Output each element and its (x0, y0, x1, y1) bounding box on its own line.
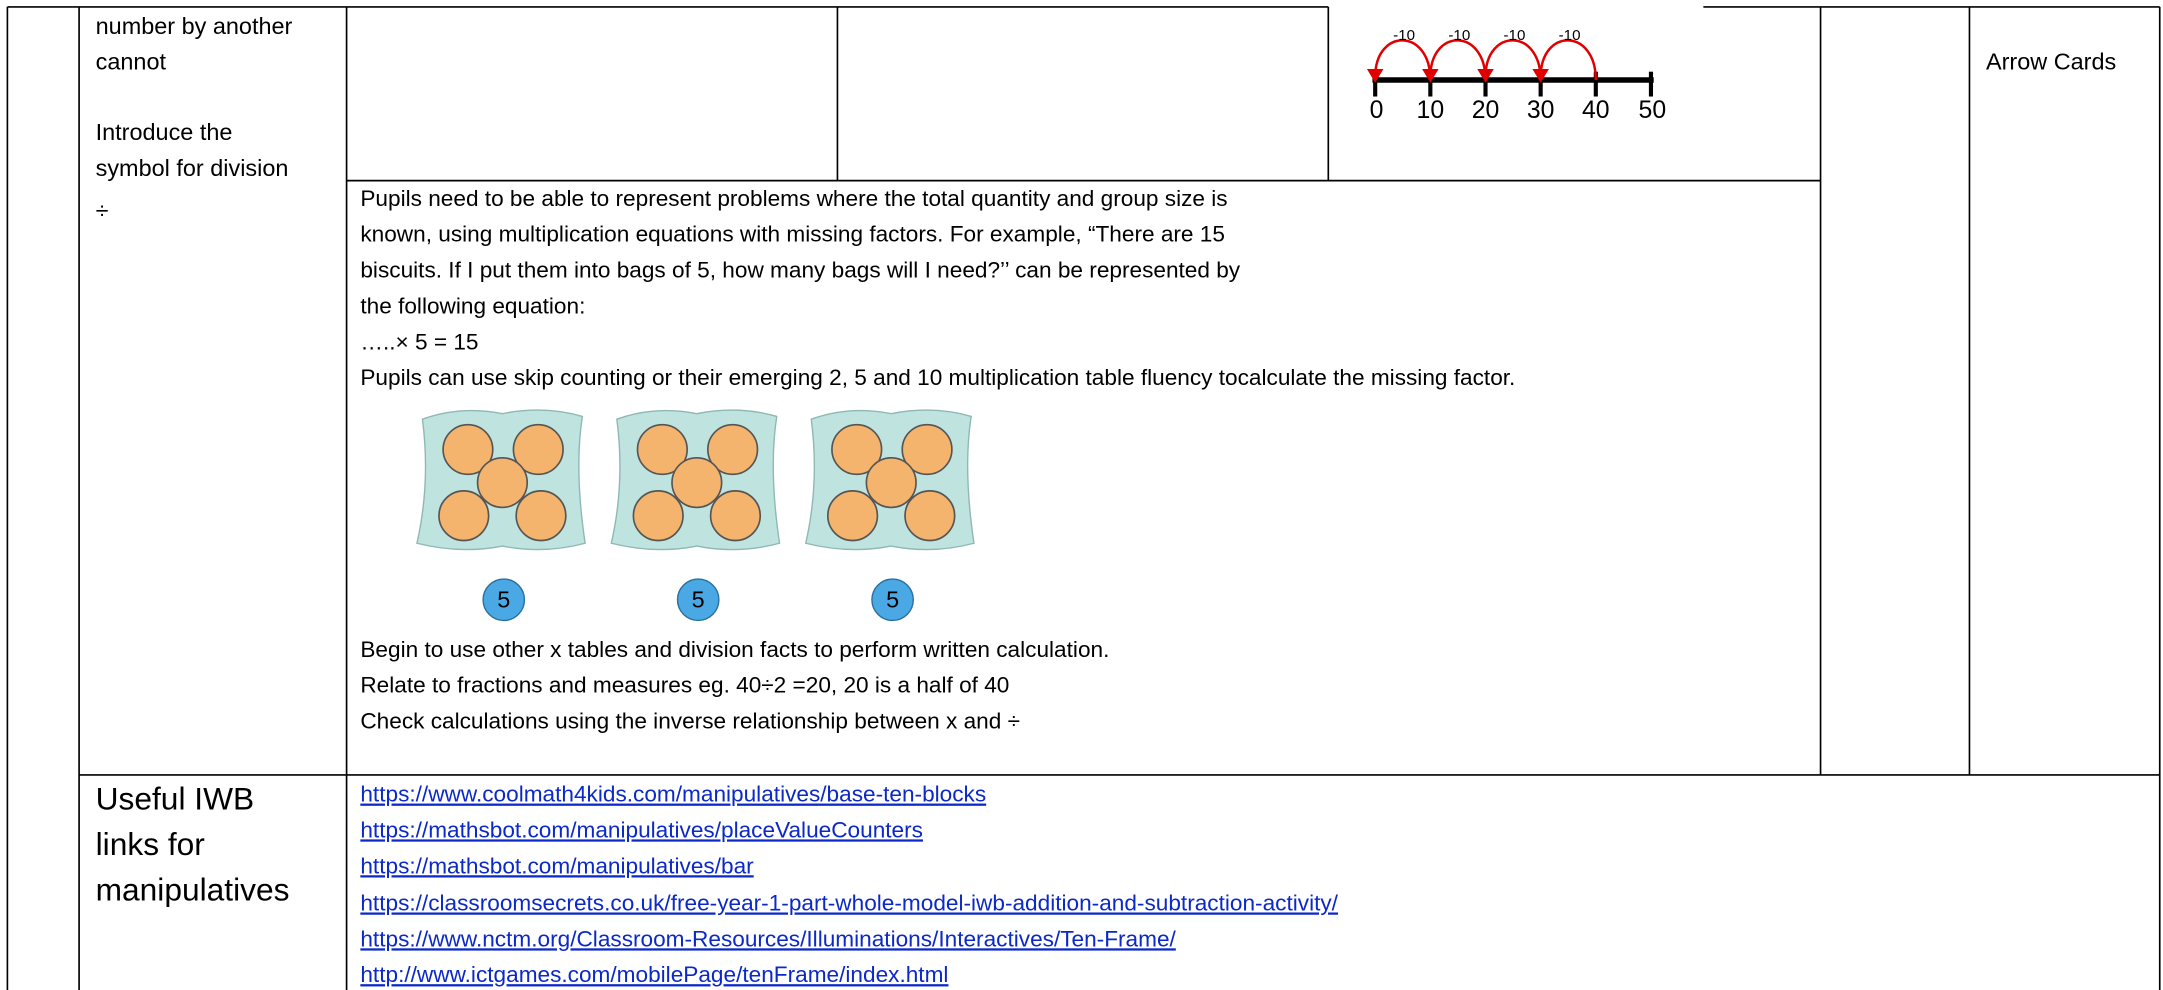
text-line: the following equation: (360, 293, 585, 318)
link[interactable]: https://www.coolmath4kids.com/manipulati… (360, 782, 986, 807)
link[interactable]: http://www.ictgames.com/mobilePage/tenFr… (360, 962, 948, 987)
tick-label: 10 (1417, 97, 1445, 124)
link[interactable]: https://mathsbot.com/manipulatives/place… (360, 817, 923, 842)
table-borders (6, 6, 2161, 990)
link[interactable]: https://www.nctm.org/Classroom-Resources… (360, 926, 1176, 951)
text-line: number by another (96, 13, 293, 39)
main-text: Pupils need to be able to represent prob… (360, 186, 1515, 734)
text-line: Begin to use other x tables and division… (360, 637, 1109, 662)
text-line: Introduce the (96, 119, 233, 145)
link[interactable]: https://classroomsecrets.co.uk/free-year… (360, 890, 1338, 915)
tick-label: 40 (1582, 97, 1610, 124)
biscuit-bags: 5 5 5 (416, 409, 975, 622)
text-line: …..× 5 = 15 (360, 329, 478, 354)
resources: Useful IWB links for manipulatives https… (96, 780, 1339, 987)
link[interactable]: https://mathsbot.com/manipulatives/bar (360, 853, 754, 878)
text-line: Pupils can use skip counting or their em… (360, 365, 1515, 390)
resource-label: Arrow Cards (1986, 49, 2116, 75)
jump-label: -10 (1448, 27, 1470, 44)
text-line: ÷ (96, 198, 109, 224)
heading-line: manipulatives (96, 871, 290, 907)
tick-label: 50 (1639, 97, 1667, 124)
text-line: symbol for division (96, 155, 289, 181)
bag-label: 5 (886, 586, 899, 612)
bag-label: 5 (497, 586, 510, 612)
text-line: known, using multiplication equations wi… (360, 222, 1225, 247)
tick-label: 0 (1370, 97, 1384, 124)
tick-label: 30 (1527, 97, 1555, 124)
text-line: cannot (96, 49, 167, 75)
heading-line: links for (96, 826, 206, 862)
jump-label: -10 (1503, 27, 1525, 44)
text-line: Relate to fractions and measures eg. 40÷… (360, 673, 1009, 698)
bag-label: 5 (692, 586, 705, 612)
text-line: biscuits. If I put them into bags of 5, … (360, 258, 1240, 283)
text-line: Check calculations using the inverse rel… (360, 708, 1020, 733)
tick-label: 20 (1472, 97, 1500, 124)
jump-label: -10 (1393, 27, 1415, 44)
left-column: number by another cannot Introduce the s… (96, 13, 293, 224)
jump-label: -10 (1559, 27, 1581, 44)
text-line: Pupils need to be able to represent prob… (360, 186, 1227, 211)
heading-line: Useful IWB (96, 780, 255, 816)
number-line: -10 -10 -10 -10 0 10 20 30 40 50 (1366, 27, 1667, 124)
